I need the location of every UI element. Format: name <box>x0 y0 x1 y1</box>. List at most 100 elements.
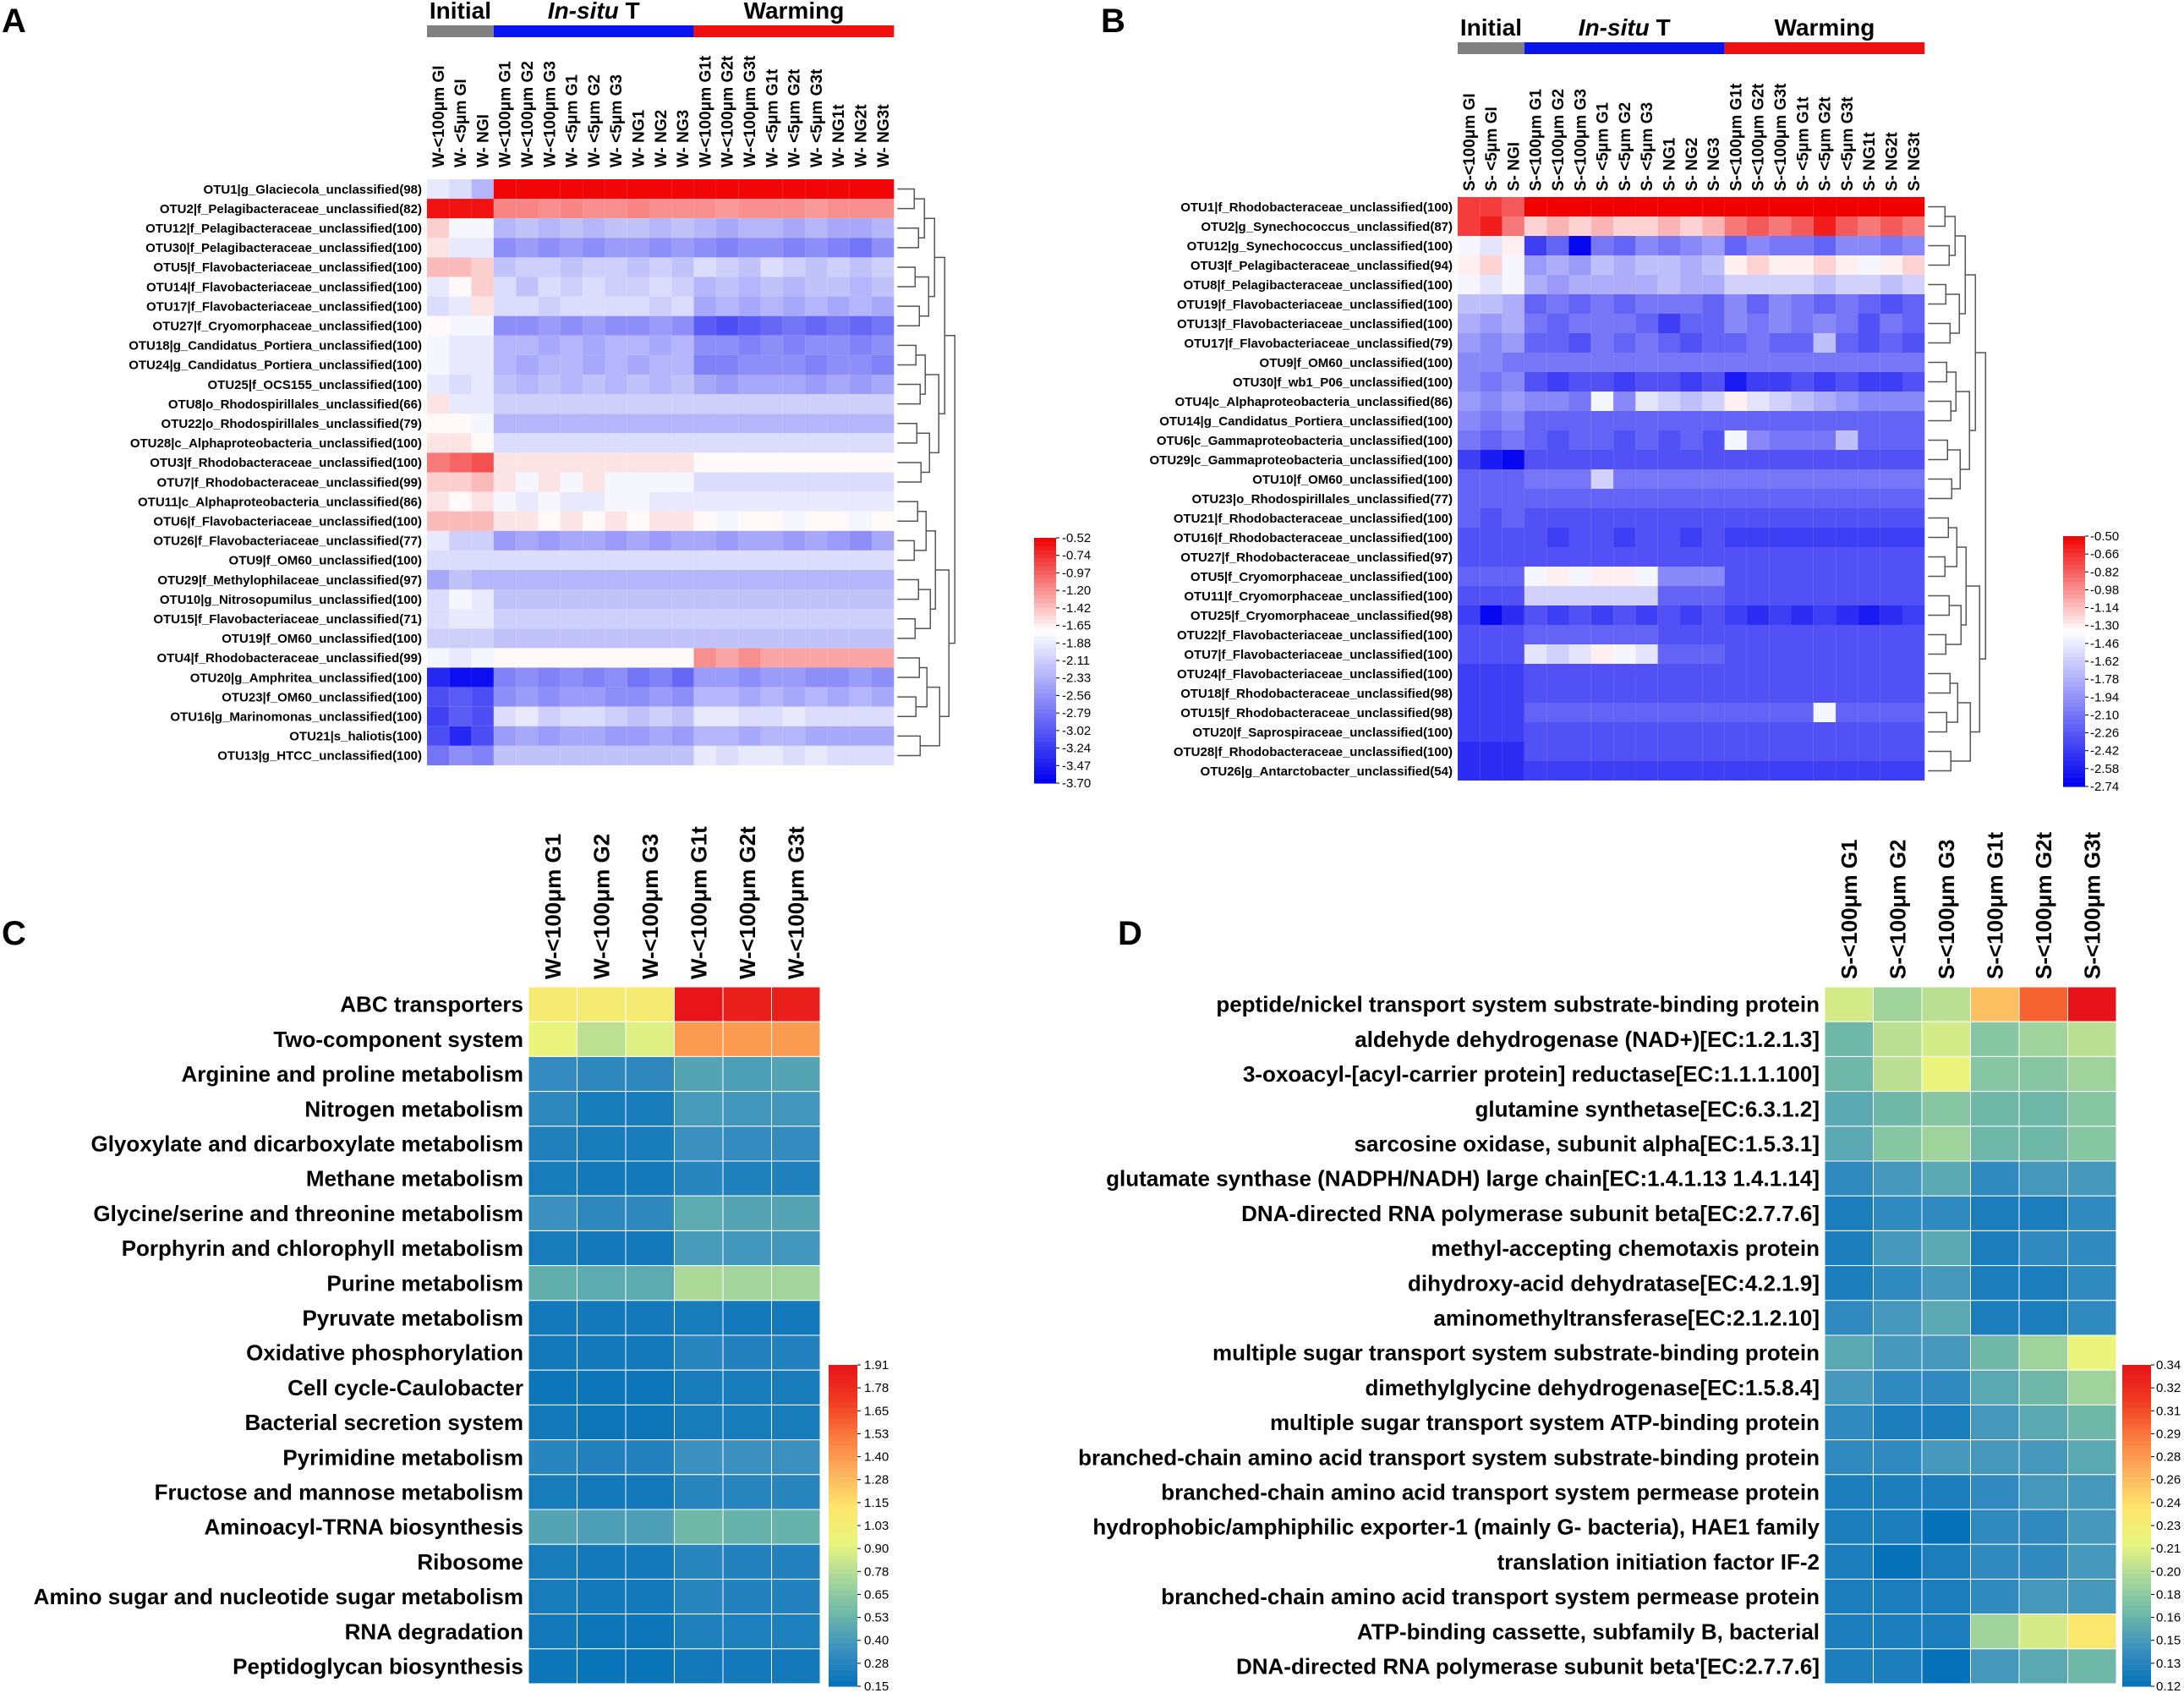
heatmap-cell <box>471 550 494 570</box>
heatmap-cell <box>1769 722 1792 742</box>
heatmap-cell <box>493 277 517 297</box>
heatmap-cell <box>849 472 872 492</box>
heatmap-cell <box>427 335 450 355</box>
heatmap-cell <box>1836 625 1858 644</box>
heatmap-cell <box>722 1648 772 1685</box>
heatmap-cell <box>671 257 694 277</box>
colorbar-tick-label: 0.26 <box>2156 1473 2181 1488</box>
heatmap-cell <box>427 375 450 395</box>
heatmap-cell <box>1502 547 1524 567</box>
heatmap-cell <box>1836 508 1858 528</box>
heatmap-cell <box>1902 372 1925 392</box>
column-label: W-<100μm G2 <box>519 61 537 167</box>
heatmap-cell <box>1568 197 1591 216</box>
heatmap-cell <box>1724 197 1747 216</box>
heatmap-cell <box>782 414 806 434</box>
group-label: In-situ T <box>548 0 640 24</box>
row-label: Glycine/serine and threonine metabolism <box>93 1201 523 1226</box>
heatmap-cell <box>1502 683 1524 703</box>
heatmap-cell <box>1880 547 1902 567</box>
heatmap-cell <box>1657 372 1680 392</box>
heatmap-cell <box>1813 469 1836 489</box>
heatmap-cell <box>722 1369 772 1405</box>
heatmap-cell <box>1502 216 1524 236</box>
heatmap-cell <box>1921 1265 1971 1301</box>
heatmap-cell <box>1613 216 1636 236</box>
heatmap-cell <box>1568 625 1591 644</box>
heatmap-cell <box>671 745 694 765</box>
heatmap-cell <box>1813 683 1836 703</box>
heatmap-cell <box>471 433 494 453</box>
heatmap-cell <box>1546 430 1569 450</box>
heatmap-cell <box>715 452 739 473</box>
heatmap-cell <box>1502 469 1524 489</box>
heatmap-cell <box>627 414 649 434</box>
heatmap-cell <box>471 511 494 531</box>
column-label: S- <5μm G1 <box>1595 101 1612 191</box>
heatmap-cell <box>715 296 739 316</box>
heatmap-cell <box>1858 528 1880 547</box>
heatmap-cell <box>1502 664 1524 683</box>
heatmap-cell <box>1680 742 1703 761</box>
heatmap-cell <box>1746 255 1770 275</box>
heatmap-cell <box>1458 703 1481 722</box>
heatmap-cell <box>782 238 806 258</box>
column-label: W- <5μm GI <box>452 79 470 167</box>
colorbar-tick-label: 0.34 <box>2156 1358 2181 1372</box>
row-label: glutamine synthetase[EC:6.3.1.2] <box>1475 1096 1820 1121</box>
heatmap-cell <box>1480 683 1503 703</box>
heatmap-cell <box>1769 294 1792 314</box>
heatmap-cell <box>2018 1509 2068 1545</box>
heatmap-cell <box>528 1369 577 1405</box>
heatmap-cell <box>493 375 517 395</box>
heatmap-cell <box>1836 430 1858 450</box>
heatmap-cell <box>715 218 739 238</box>
heatmap-cell <box>1524 605 1547 625</box>
heatmap-cell <box>2018 1126 2068 1162</box>
heatmap-cell <box>605 257 627 277</box>
heatmap-cell <box>1813 508 1836 528</box>
row-label: aldehyde dehydrogenase (NAD+)[EC:1.2.1.3… <box>1355 1027 1820 1052</box>
heatmap-cell <box>1480 236 1503 255</box>
heatmap-cell <box>1769 625 1792 644</box>
heatmap-cell <box>1769 255 1792 275</box>
heatmap-cell <box>782 472 806 492</box>
heatmap-cell <box>715 238 739 258</box>
heatmap-cell <box>715 433 739 453</box>
heatmap-cell <box>671 570 694 590</box>
heatmap-cell <box>1680 683 1703 703</box>
panel-letter: D <box>1118 915 1142 952</box>
heatmap-cell <box>715 589 739 610</box>
heatmap-cell <box>649 648 672 668</box>
colorbar-tick-label: 0.24 <box>2156 1496 2181 1510</box>
heatmap-cell <box>1613 742 1636 761</box>
heatmap-cell <box>1902 469 1925 489</box>
heatmap-cell <box>1680 722 1703 742</box>
heatmap-cell <box>493 315 517 336</box>
heatmap-cell <box>1502 314 1524 333</box>
heatmap-cell <box>693 296 716 316</box>
heatmap-cell <box>872 218 895 238</box>
heatmap-cell <box>2018 1369 2068 1405</box>
heatmap-cell <box>1680 508 1703 528</box>
heatmap-cell <box>674 1648 724 1685</box>
heatmap-cell <box>625 1509 675 1545</box>
heatmap-cell <box>2018 1404 2068 1441</box>
heatmap-cell <box>1836 567 1858 586</box>
heatmap-cell <box>1568 683 1591 703</box>
heatmap-cell <box>427 277 450 297</box>
heatmap-cell <box>760 315 783 336</box>
heatmap-cell <box>1836 703 1858 722</box>
heatmap-cell <box>627 726 649 746</box>
heatmap-cell <box>827 199 850 219</box>
heatmap-cell <box>1858 605 1880 625</box>
heatmap-cell <box>560 277 583 297</box>
heatmap-cell <box>605 335 627 355</box>
heatmap-cell <box>649 218 672 238</box>
heatmap-cell <box>1480 761 1503 781</box>
heatmap-cell <box>449 238 472 258</box>
heatmap-cell <box>493 687 517 707</box>
heatmap-cell <box>1458 528 1481 547</box>
colorbar-tick-label: -2.26 <box>2090 726 2119 741</box>
heatmap-cell <box>1836 644 1858 664</box>
